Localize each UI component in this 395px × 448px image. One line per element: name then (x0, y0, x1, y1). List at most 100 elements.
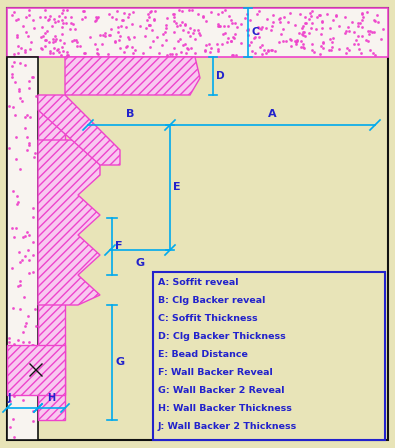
Point (17, 45, 24, 52)
Point (58, 30, 65, 37)
Point (163, 36, 169, 43)
Point (115, 24, 121, 31)
Point (22, 114, 28, 121)
Point (356, 46, 362, 53)
Point (92, 16, 99, 23)
Point (47, 47, 53, 55)
Point (11, 434, 18, 441)
Point (171, 29, 177, 36)
Point (216, 23, 222, 30)
Point (30, 268, 36, 276)
Point (11, 340, 17, 348)
Point (302, 14, 308, 21)
Point (11, 50, 17, 57)
Point (222, 30, 228, 37)
Point (287, 36, 293, 43)
Point (228, 37, 234, 44)
Point (15, 283, 21, 290)
Point (359, 33, 365, 40)
Text: A: A (268, 109, 276, 119)
Point (87, 33, 93, 40)
Point (351, 28, 357, 35)
Point (137, 22, 143, 30)
Point (317, 30, 324, 38)
Point (94, 49, 100, 56)
Point (277, 18, 283, 25)
Point (258, 23, 265, 30)
Point (14, 336, 21, 343)
Text: A: Soffit reveal: A: Soffit reveal (158, 277, 239, 287)
Text: J: J (8, 393, 11, 403)
Point (316, 11, 322, 18)
Point (367, 47, 374, 54)
Polygon shape (38, 140, 100, 305)
Point (318, 18, 325, 25)
Point (182, 21, 188, 28)
Text: C: Soffit Thickness: C: Soffit Thickness (158, 314, 258, 323)
Point (146, 22, 152, 29)
Point (97, 31, 103, 39)
Point (301, 29, 307, 36)
Point (73, 39, 80, 46)
Point (252, 50, 258, 57)
Point (293, 39, 299, 46)
Text: G: G (135, 258, 145, 268)
Point (229, 51, 235, 58)
Bar (7, 345, 65, 395)
Point (214, 20, 221, 27)
Point (26, 78, 33, 85)
Point (25, 11, 32, 18)
Point (28, 372, 35, 379)
Point (351, 40, 357, 47)
Point (6, 145, 12, 152)
Point (95, 13, 102, 20)
Point (259, 50, 265, 57)
Point (336, 45, 342, 52)
Point (333, 11, 339, 18)
Point (6, 334, 13, 341)
Point (284, 18, 291, 26)
Point (169, 51, 175, 58)
Point (308, 25, 314, 32)
Point (152, 7, 158, 14)
Point (82, 49, 88, 56)
Point (183, 45, 190, 52)
Point (105, 50, 111, 57)
Point (124, 43, 130, 50)
Text: G: G (115, 357, 124, 367)
Point (117, 32, 123, 39)
Point (256, 24, 262, 31)
Point (30, 204, 36, 211)
Point (252, 33, 258, 40)
Point (251, 34, 257, 42)
Point (319, 17, 325, 24)
Point (6, 338, 13, 345)
Point (272, 47, 278, 55)
Point (81, 8, 87, 15)
Point (146, 21, 152, 28)
Point (27, 45, 33, 52)
Point (112, 38, 118, 45)
Text: H: Wall Backer Thickness: H: Wall Backer Thickness (158, 405, 292, 414)
Point (106, 10, 113, 17)
Point (359, 10, 365, 17)
Point (9, 354, 15, 361)
Point (299, 28, 306, 35)
Point (261, 46, 268, 53)
Point (26, 270, 32, 277)
Point (164, 51, 170, 58)
Point (45, 38, 52, 45)
Point (170, 10, 176, 17)
Point (330, 34, 337, 41)
Point (82, 13, 88, 21)
Point (14, 50, 21, 57)
Point (19, 257, 25, 264)
Point (344, 23, 351, 30)
Point (178, 48, 184, 56)
Point (123, 23, 129, 30)
Point (363, 9, 370, 16)
Point (14, 32, 20, 39)
Point (11, 356, 18, 363)
Point (247, 16, 253, 23)
Point (130, 8, 137, 15)
